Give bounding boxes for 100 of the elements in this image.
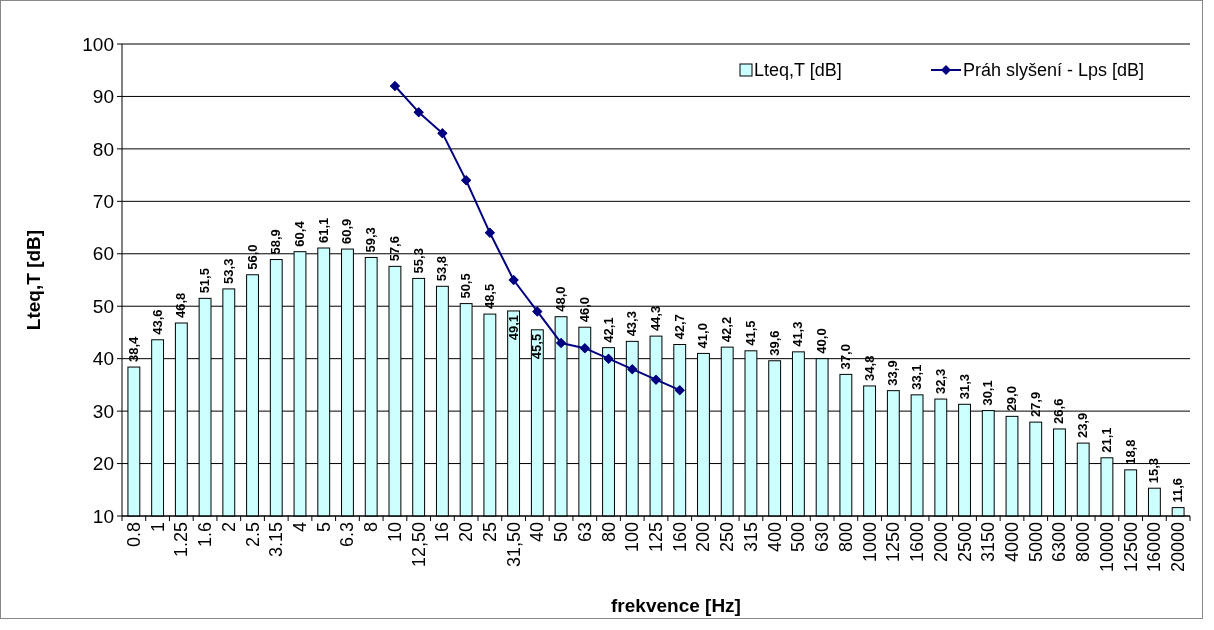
data-label: 29,0 — [1004, 386, 1019, 412]
data-label: 43,3 — [624, 311, 640, 337]
x-tick-label: 10 — [384, 522, 405, 543]
point — [484, 227, 495, 238]
x-tick-label: 400 — [764, 522, 785, 553]
data-label: 23,9 — [1075, 412, 1091, 439]
data-label: 53,3 — [220, 258, 236, 284]
x-tick-label: 12,50 — [408, 522, 429, 568]
data-label: 21,1 — [1098, 427, 1114, 453]
data-label: 32,3 — [932, 368, 948, 395]
point — [389, 80, 400, 91]
x-axis-title: frekvence [Hz] — [611, 595, 741, 616]
x-tick-label: 8000 — [1073, 522, 1094, 563]
data-label: 48,0 — [553, 286, 569, 312]
x-tick-label: 1250 — [883, 522, 904, 563]
point — [437, 128, 448, 139]
x-tick-label: 200 — [693, 522, 714, 553]
legend-label: Práh slyšení - Lps [dB] — [963, 60, 1145, 81]
data-label: 49,1 — [505, 314, 521, 341]
x-tick-label: 160 — [669, 522, 690, 553]
x-tick-label: 80 — [598, 522, 619, 543]
data-label: 60,9 — [339, 218, 355, 245]
data-label: 51,5 — [197, 268, 213, 294]
x-tick-label: 4 — [290, 522, 310, 533]
x-tick-label: 3150 — [978, 522, 999, 563]
data-label: 44,3 — [648, 305, 663, 332]
data-label: 43,6 — [149, 309, 165, 335]
data-label: 11,6 — [1170, 478, 1186, 503]
point — [532, 306, 543, 317]
point — [556, 337, 567, 348]
data-label: 34,8 — [861, 355, 877, 381]
data-label: 48,5 — [481, 283, 497, 310]
x-tick-label: 125 — [646, 522, 666, 553]
point — [603, 353, 614, 364]
x-tick-label: 2 — [218, 522, 239, 533]
point — [627, 364, 638, 375]
y-tick-label: 60 — [92, 243, 114, 265]
y-axis-title: Lteq,T [dB] — [23, 229, 44, 331]
data-label: 42,7 — [671, 314, 687, 340]
point — [674, 385, 685, 396]
y-tick-label: 40 — [92, 348, 114, 370]
x-tick-label: 2.5 — [242, 522, 263, 548]
data-label: 57,6 — [386, 236, 402, 262]
data-label: 59,3 — [363, 227, 379, 253]
x-tick-label: 16 — [432, 522, 453, 543]
x-tick-label: 16000 — [1144, 522, 1165, 573]
x-tick-label: 5 — [313, 522, 334, 533]
x-tick-label: 25 — [479, 522, 500, 543]
point — [579, 343, 590, 354]
data-label: 58,9 — [268, 229, 284, 255]
data-label: 41,5 — [742, 320, 758, 346]
x-tick-label: 1600 — [907, 522, 928, 563]
x-tick-label: 0.8 — [123, 522, 144, 548]
x-tick-label: 100 — [622, 522, 643, 553]
y-tick-label: 50 — [92, 295, 114, 317]
data-label: 33,1 — [909, 364, 925, 390]
point — [651, 374, 661, 385]
x-tick-label: 2000 — [930, 522, 951, 563]
x-tick-label: 3.15 — [266, 522, 287, 558]
x-tick-label: 630 — [812, 522, 833, 553]
data-label: 30,1 — [980, 380, 996, 406]
data-label: 53,8 — [434, 255, 450, 282]
point — [508, 275, 519, 285]
data-label: 46,8 — [173, 292, 189, 318]
legend-label: Lteq,T [dB] — [754, 60, 842, 81]
data-label: 41,3 — [790, 321, 806, 347]
data-label: 18,8 — [1122, 439, 1138, 465]
x-tick-label: 6300 — [1049, 522, 1070, 563]
x-tick-label: 12500 — [1120, 522, 1141, 573]
data-label: 55,3 — [410, 248, 426, 274]
x-tick-label: 1 — [147, 522, 168, 533]
x-tick-label: 250 — [717, 522, 738, 553]
y-tick-label: 20 — [92, 453, 114, 475]
data-label: 37,0 — [837, 344, 853, 370]
point — [461, 175, 472, 186]
data-label: 27,9 — [1027, 391, 1043, 418]
data-label: 42,1 — [600, 317, 616, 343]
data-label: 26,6 — [1051, 398, 1067, 424]
y-tick-label: 80 — [92, 138, 114, 160]
x-tick-label: 50 — [551, 522, 572, 543]
x-tick-label: 5000 — [1025, 522, 1046, 563]
data-label: 41,0 — [695, 323, 711, 349]
data-label: 45,5 — [529, 333, 545, 360]
point — [413, 107, 424, 118]
data-label: 50,5 — [458, 273, 474, 299]
data-label: 33,9 — [885, 360, 901, 386]
data-label: 40,0 — [814, 328, 830, 354]
x-tick-label: 2500 — [954, 522, 975, 563]
y-tick-label: 90 — [92, 86, 114, 108]
x-tick-label: 31,50 — [503, 522, 524, 568]
x-tick-label: 1.25 — [171, 522, 192, 558]
data-label: 42,2 — [719, 316, 735, 343]
x-tick-label: 40 — [527, 522, 548, 543]
x-tick-label: 1000 — [859, 522, 880, 563]
data-label: 46,0 — [576, 296, 592, 323]
x-tick-label: 1.6 — [195, 522, 216, 548]
data-label: 15,3 — [1146, 457, 1162, 484]
x-tick-label: 500 — [788, 522, 809, 553]
x-tick-label: 6.3 — [337, 522, 358, 548]
data-label: 39,6 — [766, 330, 782, 356]
